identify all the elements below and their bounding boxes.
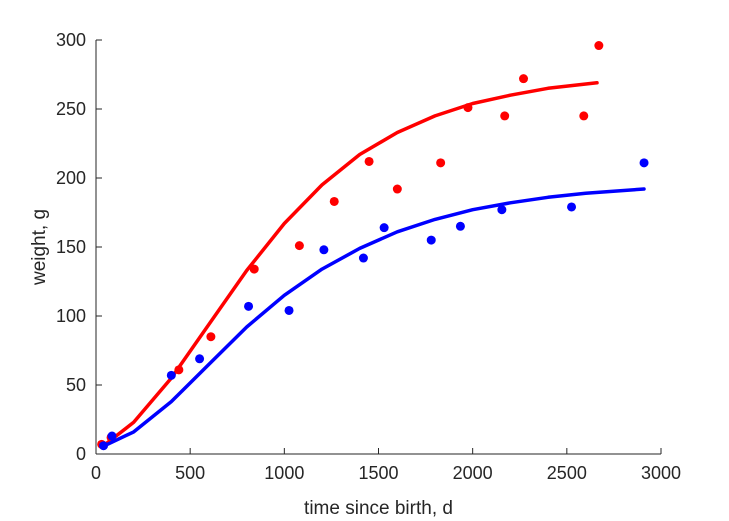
plot-area: 0 500 1000 1500 2000 2500 3000 0 50 100 150 200 250… [56,30,681,483]
x-tick-label: 2000 [453,463,493,483]
data-point [463,103,473,113]
data-point [519,74,529,84]
data-point [426,235,436,245]
x-tick-label: 0 [91,463,101,483]
x-tick-label: 1000 [264,463,304,483]
x-tick-label: 500 [175,463,205,483]
y-tick-label: 50 [66,375,86,395]
data-point [174,365,184,375]
data-point [392,184,402,194]
data-point [436,158,446,168]
data-point [206,332,216,342]
fit-curve [103,81,599,447]
data-point [639,158,649,168]
data-point [455,221,465,231]
data-point [364,156,374,166]
y-axis-ticks: 0 50 100 150 200 250 300 [56,30,102,464]
y-tick-label: 0 [76,444,86,464]
y-axis-label: weight, g [29,209,50,286]
data-point [249,264,259,274]
data-point [244,301,254,311]
y-tick-label: 300 [56,30,86,50]
fit-curve [99,187,646,449]
data-point [195,354,205,364]
x-tick-label: 2500 [547,463,587,483]
data-point [594,41,604,51]
y-tick-label: 250 [56,99,86,119]
data-point [284,305,294,315]
series-layer [97,41,649,451]
data-point [379,223,389,233]
data-point [579,111,589,121]
series-group [99,158,649,451]
x-tick-label: 3000 [641,463,681,483]
data-point [166,370,176,380]
x-axis-label: time since birth, d [304,498,453,519]
data-point [358,253,368,263]
data-point [319,245,329,255]
series-group [97,41,604,449]
y-tick-label: 200 [56,168,86,188]
y-tick-label: 150 [56,237,86,257]
y-tick-label: 100 [56,306,86,326]
data-point [497,205,507,215]
x-axis-ticks: 0 500 1000 1500 2000 2500 3000 [91,448,681,483]
data-point [500,111,510,121]
data-point [567,202,577,212]
data-point [99,441,109,451]
data-point [107,431,117,441]
data-point [329,196,339,206]
x-tick-label: 1500 [358,463,398,483]
data-point [294,241,304,251]
